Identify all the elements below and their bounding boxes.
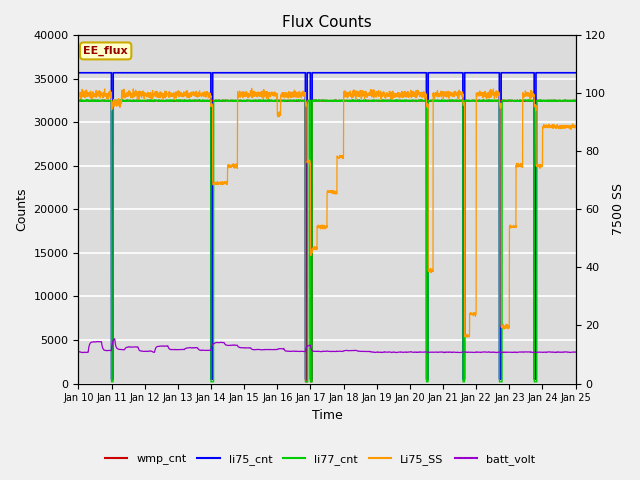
Title: Flux Counts: Flux Counts (282, 15, 372, 30)
Y-axis label: Counts: Counts (15, 188, 28, 231)
X-axis label: Time: Time (312, 409, 342, 422)
Y-axis label: 7500 SS: 7500 SS (612, 183, 625, 235)
Text: EE_flux: EE_flux (83, 46, 128, 56)
Legend: wmp_cnt, li75_cnt, li77_cnt, Li75_SS, batt_volt: wmp_cnt, li75_cnt, li77_cnt, Li75_SS, ba… (100, 450, 540, 469)
